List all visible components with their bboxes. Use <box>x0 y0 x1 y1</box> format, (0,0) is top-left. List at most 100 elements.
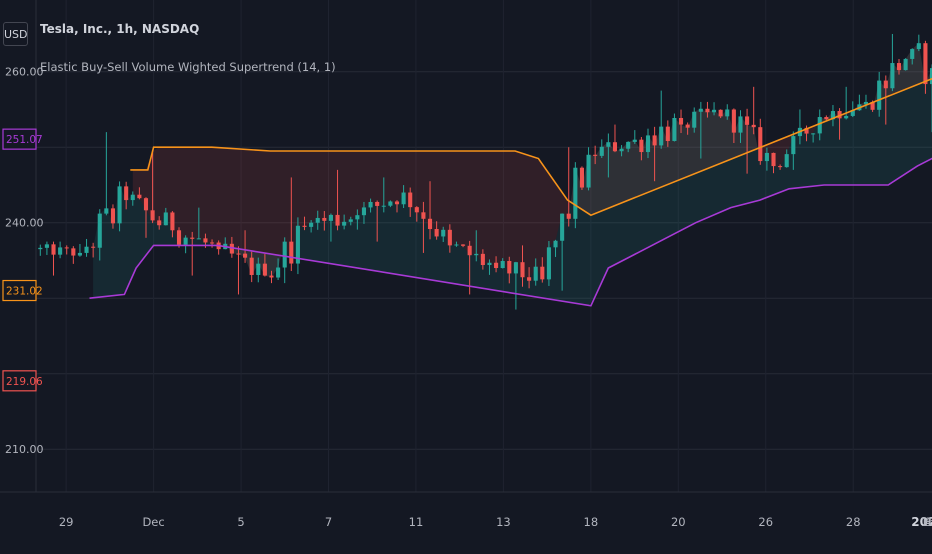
candle-body <box>587 155 591 188</box>
x-tick-label: 11 <box>409 515 424 529</box>
x-tick-label: 16 <box>921 515 932 529</box>
candle-body <box>501 261 505 268</box>
candle-body <box>283 242 287 268</box>
candle-body <box>639 140 643 152</box>
candle-body <box>679 118 683 125</box>
bear-candle[interactable] <box>190 232 194 276</box>
candle-body <box>316 218 320 223</box>
bull-candle[interactable] <box>283 237 287 283</box>
candle-body <box>910 49 914 59</box>
lower-band-value-text: 231.02 <box>6 286 43 298</box>
candle-body <box>448 230 452 246</box>
candle-body <box>778 166 782 167</box>
candle-body <box>725 109 729 116</box>
candle-body <box>824 117 828 119</box>
bull-candle[interactable] <box>890 34 894 91</box>
candle-body <box>151 210 155 220</box>
bull-candle[interactable] <box>917 35 921 51</box>
bull-candle[interactable] <box>573 162 577 228</box>
candle-body <box>507 261 511 273</box>
candle-body <box>705 109 709 112</box>
bull-candle[interactable] <box>547 241 551 286</box>
candle-body <box>177 230 181 244</box>
candle-body <box>719 110 723 117</box>
bull-candle[interactable] <box>672 114 676 142</box>
bull-candle[interactable] <box>78 244 82 257</box>
candle-body <box>78 253 82 256</box>
candle-body <box>45 244 49 248</box>
candle-body <box>653 135 657 145</box>
bull-candle[interactable] <box>600 139 604 158</box>
bull-candle[interactable] <box>58 242 62 259</box>
candle-body <box>514 262 518 273</box>
bear-candle[interactable] <box>613 125 617 153</box>
candle-body <box>527 277 531 280</box>
candle-body <box>626 142 630 149</box>
candle-body <box>203 238 207 242</box>
candle-body <box>540 267 544 280</box>
candle-body <box>91 247 95 248</box>
bear-candle[interactable] <box>217 240 221 254</box>
candle-body <box>236 254 240 255</box>
bull-candle[interactable] <box>184 235 188 253</box>
bear-candle[interactable] <box>51 242 55 276</box>
candle-body <box>620 149 624 152</box>
bear-candle[interactable] <box>580 166 584 190</box>
candle-body <box>771 153 775 166</box>
candle-body <box>65 247 69 248</box>
currency-button[interactable]: USD <box>3 22 28 46</box>
candle-body <box>157 220 161 225</box>
bull-candle[interactable] <box>84 239 88 257</box>
bear-candle[interactable] <box>71 246 75 264</box>
bear-candle[interactable] <box>567 147 571 226</box>
candle-body <box>758 127 762 161</box>
candle-body <box>468 246 472 255</box>
candle-body <box>686 125 690 128</box>
candle-body <box>190 238 194 239</box>
candle-body <box>38 248 42 249</box>
candle-body <box>402 193 406 205</box>
candle-body <box>580 168 584 188</box>
bull-candle[interactable] <box>904 58 908 70</box>
bear-candle[interactable] <box>65 245 69 254</box>
bull-candle[interactable] <box>38 245 42 256</box>
candle-body <box>71 248 75 255</box>
bull-candle[interactable] <box>587 147 591 190</box>
x-tick-label: 13 <box>496 515 511 529</box>
candle-body <box>494 263 498 268</box>
candle-body <box>375 202 379 206</box>
bear-candle[interactable] <box>758 119 762 165</box>
candle-body <box>606 142 610 147</box>
candle-body <box>765 153 769 161</box>
upper-band-value-label: 251.07 <box>3 129 43 149</box>
symbol-title-text: Tesla, Inc., 1h, NASDAQ <box>40 22 199 36</box>
bull-candle[interactable] <box>104 132 108 215</box>
x-tick-label: 7 <box>325 515 332 529</box>
bull-candle[interactable] <box>633 130 637 144</box>
candle-body <box>435 229 439 236</box>
bull-candle[interactable] <box>296 217 300 274</box>
candle-body <box>567 214 571 219</box>
x-tick-label: 29 <box>59 515 74 529</box>
candle-body <box>646 135 650 152</box>
candle-body <box>309 223 313 227</box>
candle-body <box>84 247 88 253</box>
x-tick-label: 28 <box>846 515 861 529</box>
bear-candle[interactable] <box>752 87 756 134</box>
candle-body <box>137 195 141 198</box>
candle-body <box>917 43 921 49</box>
indicator-legend[interactable]: Elastic Buy-Sell Volume Wighted Supertre… <box>40 60 336 74</box>
x-tick-label: 20 <box>671 515 686 529</box>
candle-body <box>335 215 339 226</box>
x-tick-label: 5 <box>237 515 244 529</box>
bull-candle[interactable] <box>659 91 663 149</box>
candle-body <box>329 215 333 221</box>
candle-body <box>441 230 445 237</box>
candle-body <box>269 276 273 278</box>
candle-body <box>593 155 597 156</box>
bull-candle[interactable] <box>45 242 49 255</box>
candle-body <box>811 133 815 134</box>
candle-body <box>415 207 419 212</box>
